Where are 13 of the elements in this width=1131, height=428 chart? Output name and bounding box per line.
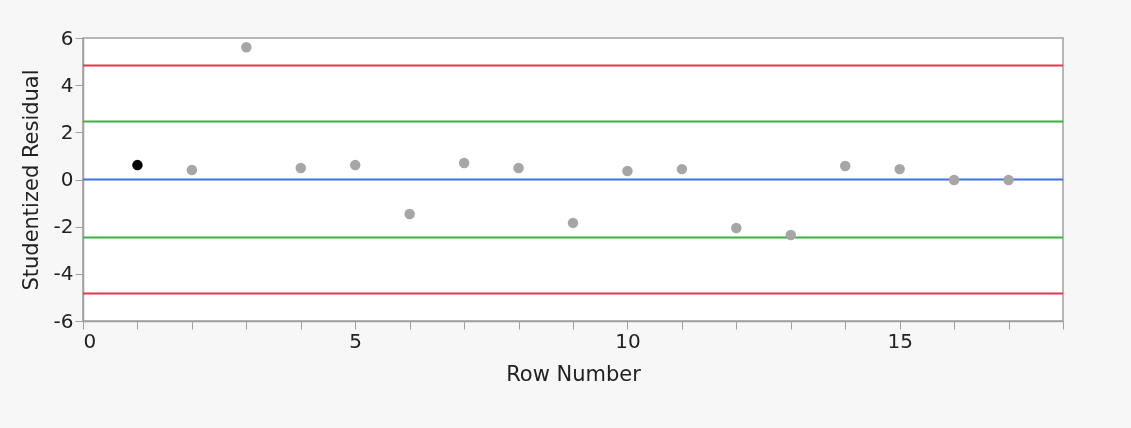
y-tick-label: 2 — [60, 119, 74, 144]
x-axis-title: Row Number — [506, 361, 642, 386]
x-tick-label: 5 — [349, 328, 363, 353]
y-tick-label: 4 — [60, 72, 74, 97]
x-tick-label: 10 — [615, 328, 641, 353]
y-tick-label: 0 — [60, 167, 74, 191]
y-tick-label: -2 — [53, 214, 74, 239]
y-tick-label: -4 — [53, 261, 74, 286]
y-tick-label: -6 — [53, 308, 74, 333]
x-tick-label: 0 — [83, 328, 97, 353]
x-tick-label: 15 — [887, 328, 913, 353]
y-axis-title: Studentized Residual — [18, 69, 43, 291]
y-tick-label: 6 — [60, 25, 74, 50]
